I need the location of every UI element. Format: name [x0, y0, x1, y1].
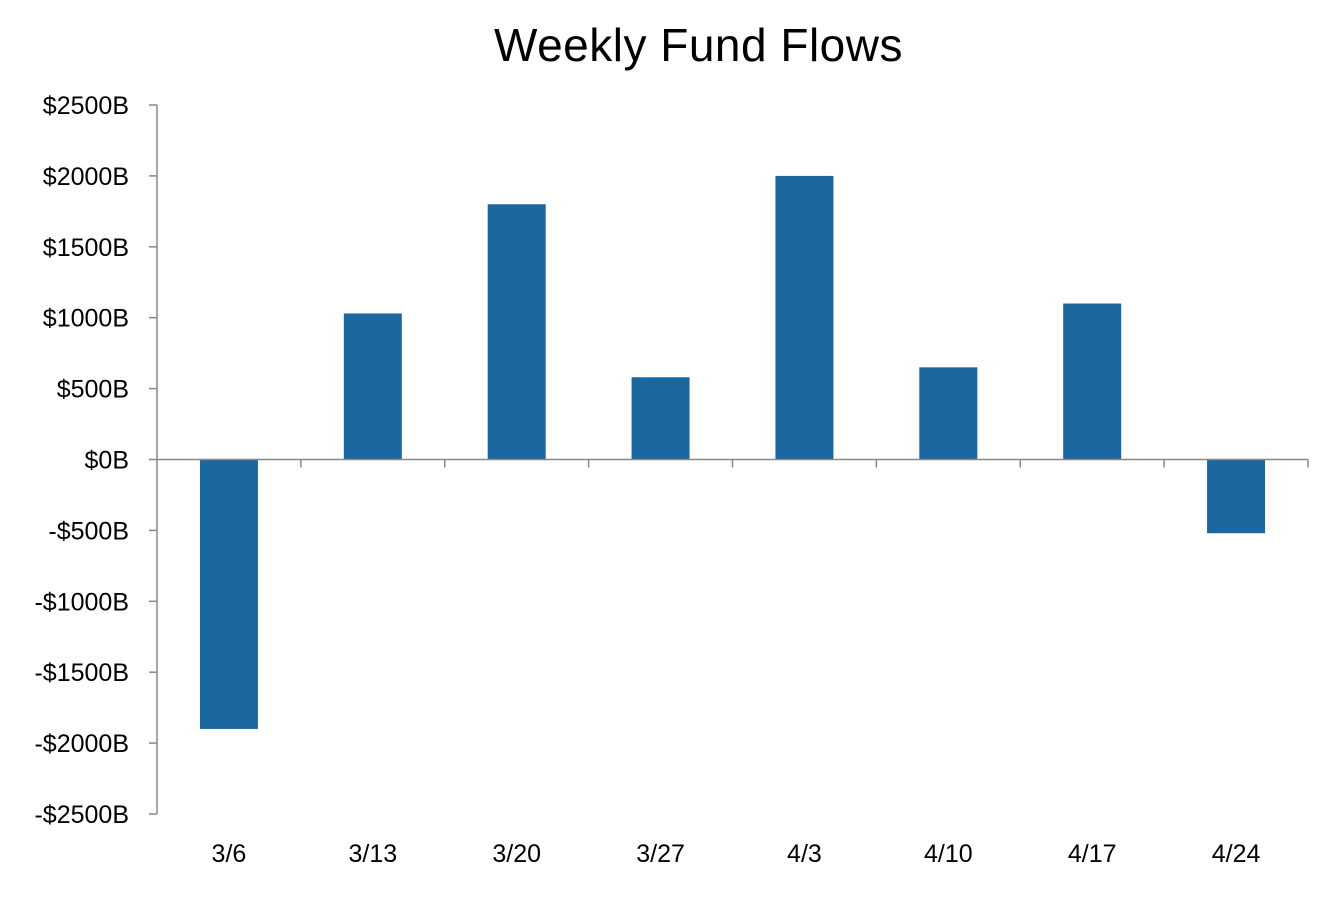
- chart-title: Weekly Fund Flows: [493, 19, 903, 71]
- y-tick-label: -$2000B: [34, 730, 129, 758]
- y-tick-label: $2500B: [43, 92, 129, 120]
- y-tick-label: -$500B: [48, 517, 129, 545]
- bar-3-6: [199, 459, 258, 729]
- x-tick-label: 3/13: [348, 840, 397, 868]
- y-tick-label: $2000B: [43, 163, 129, 191]
- bar-4-3: [775, 175, 834, 460]
- x-tick-label: 3/6: [212, 840, 247, 868]
- x-tick-labels: 3/6 3/13 3/20 3/27 4/3 4/10 4/17 4/24: [212, 840, 1261, 868]
- y-tick-label: $500B: [57, 376, 129, 404]
- bar-3-20: [487, 204, 546, 460]
- y-tick-label: -$1500B: [34, 659, 129, 687]
- y-tick-label: $1500B: [43, 234, 129, 262]
- bar-3-13: [343, 313, 402, 460]
- x-tick-label: 4/17: [1068, 840, 1117, 868]
- bar-4-10: [919, 367, 978, 460]
- zero-baseline: [157, 458, 1309, 468]
- x-tick-label: 3/27: [636, 840, 685, 868]
- bar-4-17: [1063, 303, 1122, 460]
- x-tick-label: 3/20: [492, 840, 541, 868]
- y-tick-label: $1000B: [43, 305, 129, 333]
- y-axis: $2500B $2000B $1500B $1000B $500B $0B -$500B -$…: [34, 92, 158, 829]
- bar-3-27: [631, 377, 690, 460]
- y-tick-label: $0B: [85, 447, 129, 475]
- bar-4-24: [1207, 459, 1266, 534]
- x-tick-label: 4/3: [787, 840, 822, 868]
- x-tick-label: 4/10: [924, 840, 973, 868]
- y-tick-label: -$2500B: [34, 801, 129, 829]
- bar-series: [199, 175, 1266, 729]
- x-tick-label: 4/24: [1212, 840, 1261, 868]
- y-tick-label: -$1000B: [34, 588, 129, 616]
